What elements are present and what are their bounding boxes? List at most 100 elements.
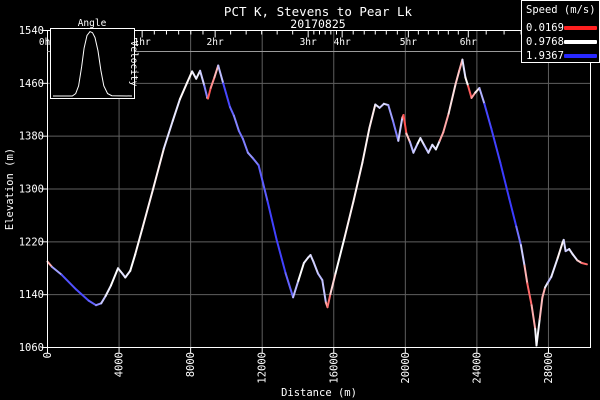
curve-segment <box>568 248 574 256</box>
x-axis-title: Distance (m) <box>281 387 357 399</box>
curve-segment <box>519 244 526 267</box>
time-label: 3hr <box>300 37 317 48</box>
curve-segment <box>241 137 249 154</box>
curve-segment <box>508 197 518 228</box>
legend-item-label: 0.0169 <box>526 22 564 34</box>
curve-segment <box>470 91 477 99</box>
curve-segment <box>321 279 327 304</box>
curve-segment <box>237 129 244 140</box>
x-tick-label: 24000 <box>471 352 483 384</box>
x-tick-label: 12000 <box>257 352 269 384</box>
inset-box <box>50 28 135 99</box>
curve-segment <box>546 275 553 284</box>
curve-segment <box>87 299 97 307</box>
curve-segment <box>110 267 119 287</box>
curve-segment <box>427 143 434 154</box>
curve-segment <box>309 254 315 263</box>
curve-segment <box>499 161 511 200</box>
elevation-speed-curve <box>46 58 588 347</box>
x-tick-label: 28000 <box>543 352 555 384</box>
curve-segment <box>246 151 255 160</box>
curve-segment <box>434 139 441 151</box>
curve-segment <box>550 257 559 278</box>
curve-segment <box>134 227 144 256</box>
curve-segment <box>207 87 212 100</box>
curve-segment <box>368 103 377 129</box>
time-axis: 0hr 1hr 2hr 3hr 4hr 5hr 6hr <box>39 30 591 52</box>
legend-swatch-mid <box>564 40 597 44</box>
curve-segment <box>232 114 240 132</box>
curve-segment <box>334 236 346 275</box>
curve-segment <box>141 188 155 230</box>
time-label: 1hr <box>134 37 151 48</box>
curve-segment <box>490 127 502 164</box>
curve-segment <box>402 114 408 135</box>
time-label: 5hr <box>400 37 417 48</box>
curve-segment <box>178 81 189 101</box>
curve-segment <box>124 269 132 279</box>
y-tick-label: 1300 <box>19 184 44 196</box>
legend-swatch-fast <box>564 54 597 58</box>
chart-subtitle: 20170825 <box>290 17 345 31</box>
y-tick-label: 1460 <box>19 78 44 90</box>
inset-title: Angle <box>78 18 107 29</box>
time-label: 6hr <box>460 37 477 48</box>
speed-legend: Speed (m/s) 0.0169 0.9768 1.9367 <box>521 0 600 63</box>
time-label: 0hr <box>39 37 56 48</box>
legend-title: Speed (m/s) <box>526 4 596 16</box>
curve-segment <box>562 238 567 253</box>
curve-segment <box>229 106 235 117</box>
legend-item-label: 0.9768 <box>526 36 564 48</box>
curve-segment <box>478 87 486 105</box>
x-tick-label: 16000 <box>328 352 340 384</box>
curve-segment <box>60 273 78 291</box>
curve-segment <box>312 260 319 275</box>
curve-segment <box>405 132 411 144</box>
y-axis-title: Elevation (m) <box>4 148 16 230</box>
curve-segment <box>447 83 457 115</box>
curve-segment <box>292 279 300 299</box>
curve-segment <box>526 282 533 307</box>
curve-segment <box>297 262 305 282</box>
curve-segment <box>409 141 415 154</box>
curve-segment <box>580 262 588 266</box>
curve-segment <box>104 284 112 297</box>
curve-segment <box>186 70 194 84</box>
x-tick-label: 8000 <box>185 352 197 377</box>
y-tick-label: 1540 <box>19 25 44 37</box>
curve-segment <box>392 120 400 142</box>
x-tick-label: 4000 <box>114 352 126 377</box>
curve-segment <box>397 116 404 142</box>
curve-segment <box>222 82 231 109</box>
curve-segment <box>329 272 337 295</box>
curve-segment <box>352 161 364 203</box>
inset-right-label: Velocity <box>128 41 139 87</box>
curve-segment <box>75 288 90 302</box>
curve-segment <box>461 58 467 79</box>
x-tick-label: 0 <box>42 352 54 358</box>
curve-segment <box>419 137 426 147</box>
curve-segment <box>464 76 470 87</box>
curve-segment <box>423 144 430 154</box>
curve-segment <box>387 104 394 122</box>
curve-segment <box>515 225 522 247</box>
curve-segment <box>203 84 209 99</box>
curve-segment <box>535 318 541 347</box>
angle-histogram-curve <box>53 30 133 97</box>
curve-segment <box>117 267 124 275</box>
curve-segment <box>100 295 107 305</box>
curve-segment <box>266 200 278 241</box>
curve-segment <box>412 142 419 154</box>
curve-segment <box>213 64 220 79</box>
curve-segment <box>217 64 225 85</box>
curve-segment <box>454 69 461 85</box>
curve-segment <box>257 164 269 203</box>
y-tick-label: 1140 <box>19 289 44 301</box>
y-tick-label: 1220 <box>19 236 44 248</box>
curve-segment <box>523 264 529 285</box>
curve-segment <box>275 238 287 274</box>
curve-segment <box>541 286 547 299</box>
curve-segment <box>530 304 537 330</box>
